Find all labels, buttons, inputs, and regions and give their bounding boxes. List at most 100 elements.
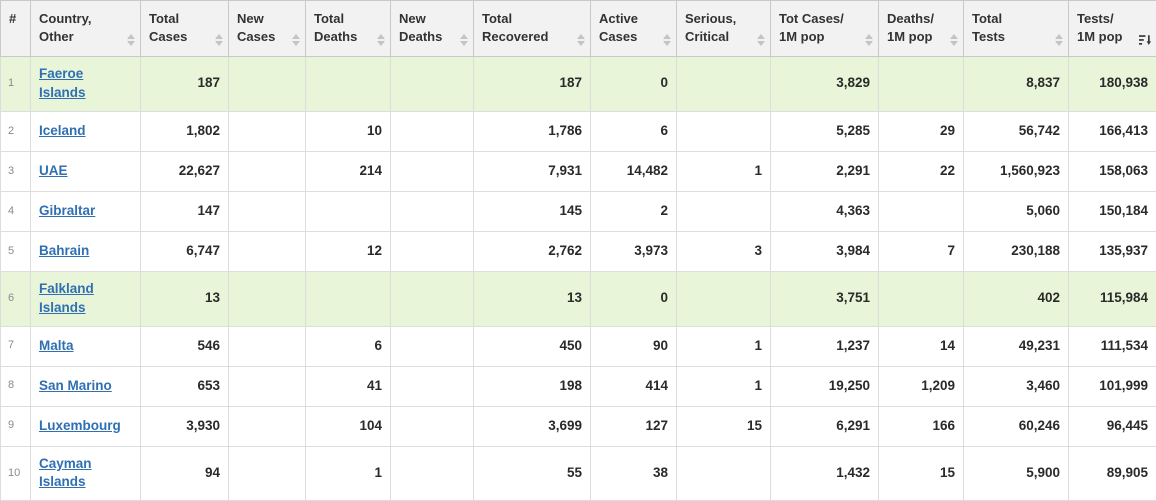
table-row: 10 Cayman Islands 94 1 55 38 1,432 15 5,900 89,90… bbox=[0, 445, 1156, 501]
sort-toggle-icon[interactable] bbox=[577, 34, 585, 46]
cell-total-tests: 1,560,923 bbox=[963, 150, 1069, 192]
table-row: 2 Iceland 1,802 10 1,786 6 5,285 29 56,742 166,41… bbox=[0, 110, 1156, 152]
cell-new-cases bbox=[228, 405, 306, 447]
cell-total-tests: 5,060 bbox=[963, 190, 1069, 232]
column-label: Tests/ 1M pop bbox=[1077, 11, 1123, 44]
cell-total-deaths: 1 bbox=[305, 445, 391, 501]
cell-total-cases: 653 bbox=[140, 365, 229, 407]
cell-tests-1m: 115,984 bbox=[1068, 270, 1156, 327]
country-link[interactable]: Falkland Islands bbox=[39, 280, 94, 315]
cell-deaths-1m: 14 bbox=[878, 325, 964, 367]
header-cell-total-cases[interactable]: Total Cases bbox=[140, 0, 229, 57]
cell-serious-critical bbox=[676, 190, 771, 232]
country-cell: Malta bbox=[30, 325, 141, 367]
header-cell-total-tests[interactable]: Total Tests bbox=[963, 0, 1069, 57]
header-cell-deaths-1m[interactable]: Deaths/ 1M pop bbox=[878, 0, 964, 57]
header-cell-new-cases[interactable]: New Cases bbox=[228, 0, 306, 57]
country-link[interactable]: UAE bbox=[39, 162, 68, 178]
cell-total-recovered: 55 bbox=[473, 445, 591, 501]
country-link[interactable]: Cayman Islands bbox=[39, 455, 92, 490]
cell-serious-critical: 1 bbox=[676, 325, 771, 367]
cell-tests-1m: 111,534 bbox=[1068, 325, 1156, 367]
cell-total-recovered: 1,786 bbox=[473, 110, 591, 152]
cell-total-tests: 60,246 bbox=[963, 405, 1069, 447]
cell-serious-critical bbox=[676, 110, 771, 152]
header-cell-tests-1m[interactable]: Tests/ 1M pop bbox=[1068, 0, 1156, 57]
cell-active-cases: 0 bbox=[590, 270, 677, 327]
country-cell: Iceland bbox=[30, 110, 141, 152]
sort-descending-icon[interactable] bbox=[1139, 34, 1151, 46]
cell-total-deaths: 41 bbox=[305, 365, 391, 407]
cell-deaths-1m bbox=[878, 190, 964, 232]
cell-tot-cases-1m: 5,285 bbox=[770, 110, 879, 152]
country-link[interactable]: Bahrain bbox=[39, 242, 90, 258]
cell-tot-cases-1m: 19,250 bbox=[770, 365, 879, 407]
cell-tests-1m: 150,184 bbox=[1068, 190, 1156, 232]
cell-tot-cases-1m: 2,291 bbox=[770, 150, 879, 192]
cell-total-recovered: 13 bbox=[473, 270, 591, 327]
cell-total-recovered: 145 bbox=[473, 190, 591, 232]
sort-toggle-icon[interactable] bbox=[663, 34, 671, 46]
table-row: 3 UAE 22,627 214 7,931 14,482 1 2,291 22 1,560,92… bbox=[0, 150, 1156, 192]
header-cell-serious-critical[interactable]: Serious, Critical bbox=[676, 0, 771, 57]
country-link[interactable]: Gibraltar bbox=[39, 202, 96, 218]
sort-toggle-icon[interactable] bbox=[377, 34, 385, 46]
header-cell-tot-cases-1m[interactable]: Tot Cases/ 1M pop bbox=[770, 0, 879, 57]
sort-toggle-icon[interactable] bbox=[865, 34, 873, 46]
sort-toggle-icon[interactable] bbox=[292, 34, 300, 46]
cell-deaths-1m: 166 bbox=[878, 405, 964, 447]
header-cell-active-cases[interactable]: Active Cases bbox=[590, 0, 677, 57]
column-label: Country, Other bbox=[39, 11, 92, 44]
country-cell: San Marino bbox=[30, 365, 141, 407]
cell-total-tests: 3,460 bbox=[963, 365, 1069, 407]
sort-toggle-icon[interactable] bbox=[950, 34, 958, 46]
cell-total-recovered: 198 bbox=[473, 365, 591, 407]
sort-toggle-icon[interactable] bbox=[1055, 34, 1063, 46]
header-cell-new-deaths[interactable]: New Deaths bbox=[390, 0, 474, 57]
column-label: Serious, Critical bbox=[685, 11, 737, 44]
cell-serious-critical: 3 bbox=[676, 230, 771, 272]
cell-new-cases bbox=[228, 150, 306, 192]
cell-total-recovered: 2,762 bbox=[473, 230, 591, 272]
country-link[interactable]: San Marino bbox=[39, 377, 112, 393]
sort-toggle-icon[interactable] bbox=[757, 34, 765, 46]
cell-tot-cases-1m: 1,432 bbox=[770, 445, 879, 501]
cell-total-deaths bbox=[305, 190, 391, 232]
sort-toggle-icon[interactable] bbox=[460, 34, 468, 46]
country-link[interactable]: Faeroe Islands bbox=[39, 66, 86, 100]
rank-cell: 5 bbox=[0, 230, 31, 272]
country-link[interactable]: Iceland bbox=[39, 122, 86, 138]
country-link[interactable]: Luxembourg bbox=[39, 417, 121, 433]
cell-total-recovered: 450 bbox=[473, 325, 591, 367]
column-label: Tot Cases/ 1M pop bbox=[779, 11, 844, 44]
cell-serious-critical: 1 bbox=[676, 150, 771, 192]
cell-total-recovered: 187 bbox=[473, 56, 591, 112]
cell-new-deaths bbox=[390, 150, 474, 192]
header-cell-rank: # bbox=[0, 0, 31, 57]
header-cell-total-recovered[interactable]: Total Recovered bbox=[473, 0, 591, 57]
cell-total-cases: 6,747 bbox=[140, 230, 229, 272]
cell-serious-critical: 1 bbox=[676, 365, 771, 407]
cell-new-cases bbox=[228, 110, 306, 152]
table-row: 6 Falkland Islands 13 13 0 3,751 402 115,984 bbox=[0, 270, 1156, 327]
cell-total-tests: 5,900 bbox=[963, 445, 1069, 501]
sort-toggle-icon[interactable] bbox=[127, 34, 135, 46]
cell-new-cases bbox=[228, 325, 306, 367]
rank-cell: 10 bbox=[0, 445, 31, 501]
cell-active-cases: 3,973 bbox=[590, 230, 677, 272]
cell-total-recovered: 3,699 bbox=[473, 405, 591, 447]
cell-active-cases: 414 bbox=[590, 365, 677, 407]
sort-toggle-icon[interactable] bbox=[215, 34, 223, 46]
country-cell: Faeroe Islands bbox=[30, 56, 141, 112]
cell-tests-1m: 166,413 bbox=[1068, 110, 1156, 152]
cell-new-cases bbox=[228, 270, 306, 327]
header-cell-country[interactable]: Country, Other bbox=[30, 0, 141, 57]
cell-tot-cases-1m: 6,291 bbox=[770, 405, 879, 447]
cell-total-cases: 1,802 bbox=[140, 110, 229, 152]
table-header-row: # Country, Other Total Cases New Cases Total… bbox=[0, 0, 1156, 57]
country-link[interactable]: Malta bbox=[39, 337, 74, 353]
header-cell-total-deaths[interactable]: Total Deaths bbox=[305, 0, 391, 57]
table-row: 1 Faeroe Islands 187 187 0 3,829 8,837 180,938 bbox=[0, 56, 1156, 112]
cell-deaths-1m: 1,209 bbox=[878, 365, 964, 407]
cell-total-deaths: 104 bbox=[305, 405, 391, 447]
